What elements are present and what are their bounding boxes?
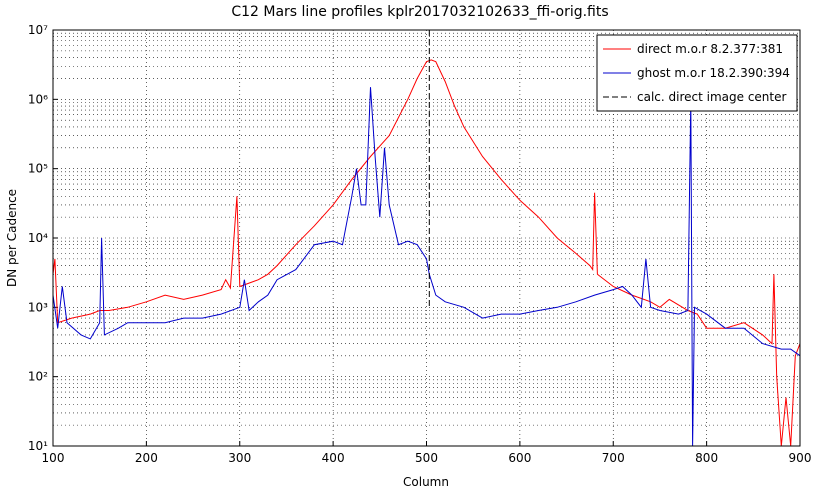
x-axis-label: Column xyxy=(403,475,449,489)
legend-label: ghost m.o.r 18.2.390:394 xyxy=(637,66,790,80)
x-tick-label: 100 xyxy=(42,451,65,465)
chart-title: C12 Mars line profiles kplr2017032102633… xyxy=(231,4,608,20)
x-tick-label: 200 xyxy=(135,451,158,465)
x-tick-label: 900 xyxy=(789,451,812,465)
x-tick-label: 600 xyxy=(508,451,531,465)
x-tick-label: 500 xyxy=(415,451,438,465)
x-tick-label: 800 xyxy=(695,451,718,465)
y-tick-label: 10⁵ xyxy=(28,162,48,176)
y-axis-label: DN per Cadence xyxy=(5,189,19,287)
y-tick-label: 10¹ xyxy=(28,439,48,453)
y-tick-label: 10⁴ xyxy=(28,231,48,245)
y-tick-label: 10³ xyxy=(28,300,48,314)
data-line xyxy=(53,87,800,446)
y-tick-label: 10⁷ xyxy=(28,23,48,37)
axes-box xyxy=(52,29,801,447)
legend-label: calc. direct image center xyxy=(637,90,786,104)
x-tick-label: 300 xyxy=(228,451,251,465)
data-line xyxy=(53,59,800,446)
y-tick-label: 10² xyxy=(28,370,48,384)
x-tick-label: 700 xyxy=(602,451,625,465)
y-tick-label: 10⁶ xyxy=(28,92,48,106)
x-tick-label: 400 xyxy=(322,451,345,465)
legend-label: direct m.o.r 8.2.377:381 xyxy=(637,42,783,56)
